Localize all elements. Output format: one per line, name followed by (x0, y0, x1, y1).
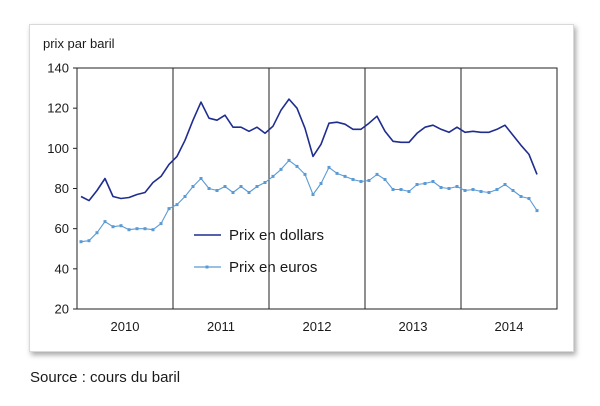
data-point-euros (383, 178, 387, 181)
data-point-euros (487, 191, 491, 194)
data-point-euros (103, 220, 107, 224)
plot-area: 20 40 60 80 100 120 140 2010 2011 2012 2013 2014 (47, 61, 558, 334)
x-year-label: 2014 (495, 319, 524, 334)
y-tick-label: 40 (55, 261, 69, 276)
data-point-euros (359, 180, 363, 183)
data-point-euros (239, 185, 243, 188)
data-point-euros (415, 183, 419, 186)
data-point-euros (431, 180, 435, 183)
y-tick-label: 20 (55, 302, 69, 317)
x-year-label: 2013 (399, 319, 428, 334)
data-point-euros (423, 182, 427, 185)
data-point-euros (519, 195, 523, 198)
data-point-euros (463, 189, 467, 192)
data-point-euros (247, 191, 251, 194)
data-point-euros (79, 240, 83, 244)
y-axis-unit-label: prix par baril (43, 36, 115, 51)
data-point-euros (367, 179, 371, 182)
data-point-euros (455, 185, 459, 188)
data-point-euros (199, 177, 203, 180)
data-point-euros (391, 188, 395, 191)
y-tick-label: 120 (47, 101, 69, 116)
y-tick-label: 100 (47, 141, 69, 156)
data-point-euros (183, 195, 187, 198)
data-point-euros (399, 188, 403, 191)
data-point-euros (151, 228, 155, 232)
data-point-euros (271, 174, 275, 178)
data-point-euros (119, 224, 123, 228)
y-tick-label: 80 (55, 181, 69, 196)
legend-label-euros: Prix en euros (229, 259, 317, 276)
data-point-euros (335, 171, 339, 175)
data-point-euros (255, 185, 259, 188)
data-point-euros (511, 189, 515, 192)
data-point-euros (407, 190, 411, 193)
data-point-euros (295, 164, 299, 168)
data-point-euros (495, 188, 499, 191)
data-point-euros (343, 174, 347, 178)
data-point-euros (311, 193, 315, 196)
series-line-dollars (80, 98, 538, 202)
data-point-euros (471, 188, 475, 191)
data-point-euros (215, 189, 219, 192)
data-point-euros (447, 187, 451, 190)
data-point-euros (191, 185, 195, 188)
data-point-euros (351, 178, 355, 181)
data-point-euros (303, 172, 307, 176)
data-point-euros (95, 231, 99, 235)
x-year-label: 2010 (111, 319, 140, 334)
data-point-euros (87, 239, 91, 243)
data-point-euros (207, 187, 211, 190)
data-point-euros (231, 191, 235, 194)
x-year-label: 2011 (207, 319, 235, 334)
source-note: Source : cours du baril (30, 369, 181, 386)
data-point-euros (111, 225, 115, 229)
data-point-euros (159, 222, 163, 226)
data-point-euros (279, 167, 283, 171)
data-point-euros (175, 203, 179, 207)
legend-marker-euros (205, 265, 209, 269)
data-point-euros (503, 183, 507, 186)
y-tick-label: 60 (55, 221, 69, 236)
series-line-euros (80, 159, 538, 243)
data-point-euros (527, 197, 531, 200)
data-point-euros (143, 227, 147, 231)
data-point-euros (319, 182, 323, 185)
data-point-euros (535, 209, 539, 213)
data-point-euros (327, 165, 331, 169)
data-point-euros (263, 181, 267, 184)
x-year-label: 2012 (303, 319, 332, 334)
oil-price-chart: prix par baril 20 40 60 80 100 120 140 2010 2011… (43, 36, 558, 334)
data-point-euros (223, 185, 227, 188)
data-point-euros (287, 158, 291, 162)
data-point-euros (135, 227, 139, 231)
data-point-euros (375, 172, 379, 176)
y-tick-label: 140 (47, 61, 69, 76)
legend-label-dollars: Prix en dollars (229, 227, 324, 244)
data-point-euros (127, 228, 131, 232)
data-point-euros (167, 207, 171, 211)
data-point-euros (439, 186, 443, 189)
legend: Prix en dollars Prix en euros (194, 227, 324, 276)
chart-frame: prix par baril 20 40 60 80 100 120 140 2010 2011… (29, 24, 574, 352)
data-point-euros (479, 190, 483, 193)
